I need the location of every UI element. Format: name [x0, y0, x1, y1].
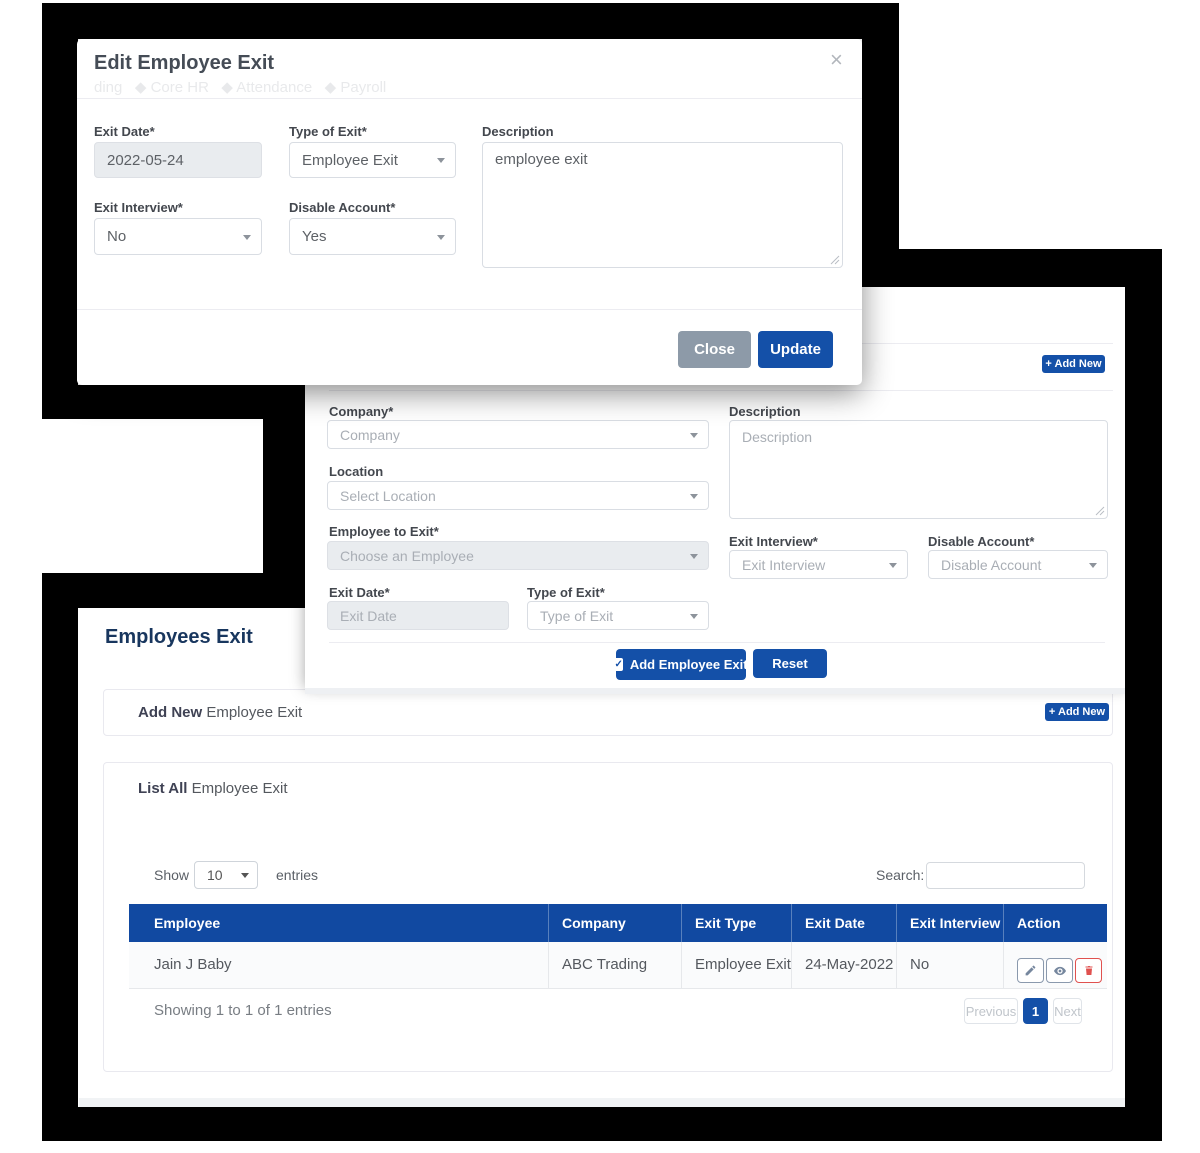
description-textarea[interactable]: employee exit: [482, 142, 843, 268]
disable-account-label: Disable Account*: [289, 200, 396, 215]
employee-exit-table: Employee Company Exit Type Exit Date Exi…: [129, 904, 1107, 989]
employee-to-exit-select: Choose an Employee: [327, 541, 709, 570]
backdrop-below-white-rect: [42, 573, 305, 608]
backdrop-right-of-modal: [862, 39, 899, 249]
close-button[interactable]: Close: [678, 331, 751, 368]
cell-exit-type: Employee Exit: [681, 942, 791, 989]
modal-header-border: [77, 98, 862, 99]
table-header-employee: Employee: [129, 904, 548, 942]
page-size-select[interactable]: 10: [194, 861, 258, 889]
ghost-nav-text: ding ◆ Core HR ◆ Attendance ◆ Payroll: [94, 79, 387, 96]
pagination-page-1[interactable]: 1: [1023, 998, 1048, 1024]
table-header-exit-interview: Exit Interview: [896, 904, 1003, 942]
cell-employee: Jain J Baby: [129, 942, 548, 989]
description-label: Description: [482, 124, 554, 139]
backdrop-under-modal: [42, 385, 305, 419]
delete-button[interactable]: [1075, 958, 1102, 983]
location-label: Location: [329, 464, 384, 479]
search-label: Search:: [876, 867, 925, 883]
resize-handle-icon: [1095, 506, 1105, 516]
list-all-card-title: List All Employee Exit: [138, 780, 288, 797]
showing-entries-text: Showing 1 to 1 of 1 entries: [154, 1002, 332, 1019]
caret-down-icon: [889, 562, 897, 568]
modal-title: Edit Employee Exit: [94, 52, 275, 74]
update-button[interactable]: Update: [758, 331, 833, 368]
entries-label: entries: [276, 867, 319, 883]
add-new-button-mid[interactable]: + Add New: [1042, 355, 1105, 373]
backdrop-right-column: [1125, 287, 1162, 1141]
exit-interview-label: Exit Interview*: [94, 200, 183, 215]
reset-button[interactable]: Reset: [753, 649, 827, 678]
exit-date-label: Exit Date*: [94, 124, 155, 139]
add-employee-exit-button[interactable]: ✓ Add Employee Exit: [614, 649, 748, 680]
show-label: Show: [154, 867, 190, 883]
company-select[interactable]: Company: [327, 420, 709, 449]
disable-account-label-mid: Disable Account*: [928, 534, 1035, 549]
disable-account-select-mid[interactable]: Disable Account: [928, 550, 1108, 579]
caret-down-icon: [437, 234, 445, 240]
type-of-exit-label: Type of Exit*: [289, 124, 367, 139]
type-of-exit-select[interactable]: Employee Exit: [289, 142, 456, 178]
table-header-row: Employee Company Exit Type Exit Date Exi…: [129, 904, 1107, 942]
exit-date-input: 2022-05-24: [94, 142, 262, 178]
caret-down-icon: [690, 553, 698, 559]
backdrop-right-of-white-rect: [263, 419, 305, 573]
cell-exit-date: 24-May-2022: [791, 942, 896, 989]
add-new-button[interactable]: + Add New: [1045, 703, 1109, 721]
caret-down-icon: [437, 158, 445, 163]
pagination-previous[interactable]: Previous: [964, 998, 1018, 1024]
caret-down-icon: [690, 613, 698, 619]
caret-down-icon: [241, 873, 249, 878]
page-background-strip-mid: [305, 688, 1125, 694]
cell-company: ABC Trading WLL: [548, 942, 681, 989]
caret-down-icon: [1089, 562, 1097, 568]
page-background-strip-bottom: [79, 1098, 1125, 1107]
pagination-next[interactable]: Next: [1053, 998, 1082, 1024]
description-label-mid: Description: [729, 404, 801, 419]
page-title: Employees Exit: [105, 626, 253, 648]
disable-account-select[interactable]: Yes: [289, 218, 456, 255]
exit-interview-select[interactable]: No: [94, 218, 262, 255]
list-all-card: List All Employee Exit Show 10 entries S…: [103, 762, 1113, 1072]
location-select[interactable]: Select Location: [327, 481, 709, 510]
caret-down-icon: [690, 432, 698, 438]
table-header-exit-type: Exit Type: [681, 904, 791, 942]
type-of-exit-select-mid[interactable]: Type of Exit: [527, 601, 709, 630]
description-textarea-mid[interactable]: Description: [729, 420, 1108, 519]
card-header-border: [329, 390, 1113, 391]
checkbox-icon: ✓: [614, 658, 623, 671]
pencil-icon: [1025, 965, 1036, 976]
cell-action: [1003, 942, 1107, 989]
add-new-card-title: Add New Employee Exit: [138, 704, 303, 721]
edit-employee-exit-modal: Edit Employee Exit ding ◆ Core HR ◆ Atte…: [77, 39, 862, 385]
edit-button[interactable]: [1017, 958, 1044, 983]
resize-handle-icon: [830, 255, 840, 265]
table-header-action: Action: [1003, 904, 1107, 942]
backdrop-top-band: [42, 3, 899, 39]
close-icon[interactable]: ×: [830, 47, 843, 72]
company-label: Company*: [329, 404, 394, 419]
trash-icon: [1085, 966, 1092, 975]
table-row: Jain J Baby ABC Trading WLL Employee Exi…: [129, 942, 1107, 989]
backdrop-bottom-band: [42, 1107, 1162, 1141]
table-header-exit-date: Exit Date: [791, 904, 896, 942]
white-rectangle: [42, 419, 263, 573]
eye-icon: [1053, 966, 1066, 975]
add-new-card: Add New Employee Exit + Add New: [103, 689, 1113, 736]
exit-date-label-mid: Exit Date*: [329, 585, 390, 600]
search-input[interactable]: [926, 862, 1085, 889]
form-footer-border: [329, 642, 1105, 643]
cell-exit-interview: No: [896, 942, 1003, 989]
type-of-exit-label-mid: Type of Exit*: [527, 585, 605, 600]
backdrop-wide-strip: [862, 249, 1162, 287]
caret-down-icon: [243, 234, 251, 240]
exit-interview-label-mid: Exit Interview*: [729, 534, 818, 549]
employee-to-exit-label: Employee to Exit*: [329, 524, 439, 539]
caret-down-icon: [690, 493, 698, 499]
view-button[interactable]: [1046, 958, 1073, 983]
table-header-company: Company: [548, 904, 681, 942]
exit-interview-select-mid[interactable]: Exit Interview: [729, 550, 908, 579]
exit-date-input-mid: Exit Date: [327, 601, 509, 630]
modal-footer-border: [77, 309, 862, 310]
